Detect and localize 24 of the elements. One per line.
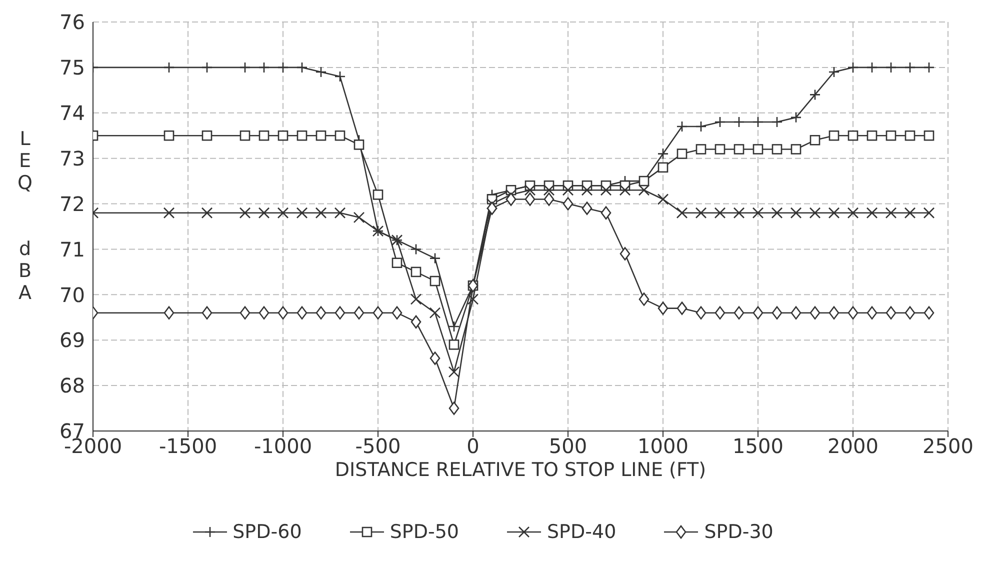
y-tick-label: 75: [60, 56, 85, 80]
legend-label: SPD-50: [388, 521, 459, 543]
x-tick-label: -1000: [254, 434, 312, 458]
x-tick-label: 1500: [732, 434, 784, 458]
x-tick-label: 2000: [828, 434, 878, 458]
y-tick-label: 71: [60, 237, 85, 262]
y-tick-label: 73: [60, 146, 85, 170]
y-tick-label: 74: [60, 100, 85, 125]
y-tick-label: 72: [60, 192, 85, 216]
legend-label: SPD-60: [232, 521, 302, 543]
y-tick-label: 76: [60, 10, 85, 34]
x-tick-label: 1000: [638, 434, 688, 458]
x-tick-label: -1500: [158, 434, 218, 458]
x-tick-label: 2500: [922, 434, 974, 458]
legend-label: SPD-30: [703, 521, 774, 543]
y-tick-label: 68: [60, 374, 85, 398]
y-tick-label: 70: [60, 282, 85, 307]
y-tick-label: 69: [60, 328, 85, 352]
x-tick-label: 0: [466, 434, 480, 458]
legend-label: SPD-40: [546, 521, 616, 543]
x-tick-label: -500: [355, 434, 401, 458]
text: LEQ dBA: [18, 128, 32, 304]
x-axis-title: DISTANCE RELATIVE TO STOP LINE (FT): [334, 459, 706, 481]
x-tick-label: 500: [548, 434, 588, 458]
